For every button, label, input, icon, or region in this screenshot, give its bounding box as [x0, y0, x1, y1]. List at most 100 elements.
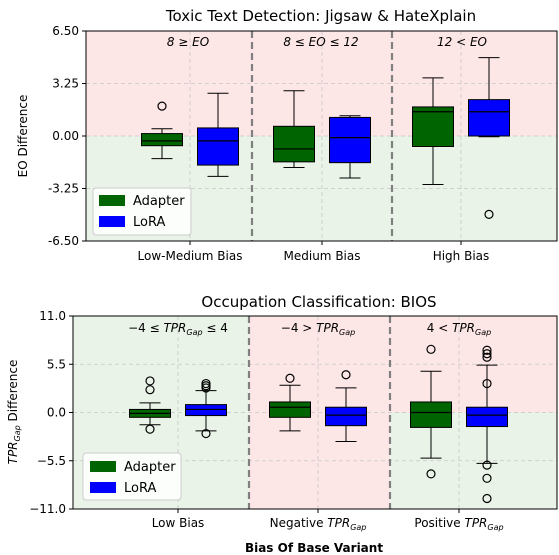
box-adapter	[273, 90, 315, 168]
x-tick-label: Low-Medium Bias	[138, 249, 243, 263]
box-adapter	[141, 101, 183, 160]
region2-tpr: TPR	[316, 321, 339, 335]
outlier-point	[482, 493, 492, 504]
box-iqr	[269, 401, 311, 418]
outlier-point	[484, 209, 494, 219]
outlier-point	[201, 428, 211, 439]
region2-gap: Gap	[339, 328, 355, 337]
y-tick-label: −5.5	[37, 454, 66, 468]
x-tick-positive-word: Positive	[414, 516, 464, 530]
x-tick-positive-tpr: TPR	[464, 516, 487, 530]
y-tick-label: 11.0	[39, 309, 66, 323]
box-lora	[468, 57, 510, 219]
box-iqr	[185, 404, 227, 417]
bottom-legend-swatch-lora	[90, 482, 116, 493]
bottom-box-plots	[129, 344, 508, 504]
y-label-tpr: TPR	[6, 441, 20, 464]
bottom-x-ticks: Low Bias Negative TPRGap Positive TPRGap	[152, 516, 504, 532]
box-lora	[197, 92, 239, 177]
region1-suffix: ≤ 4	[203, 321, 228, 335]
box-iqr	[468, 99, 510, 137]
y-label-difference: Difference	[6, 360, 20, 426]
outlier-point	[145, 424, 155, 434]
y-tick-label: −11.0	[29, 502, 66, 516]
outlier-point	[145, 385, 155, 395]
box-adapter	[410, 344, 452, 479]
bottom-region-label-negative: −4 > TPRGap	[281, 321, 355, 337]
y-tick-label: 5.5	[47, 357, 66, 371]
outlier-point	[482, 473, 492, 483]
top-chart: Toxic Text Detection: Jigsaw & HateXplai…	[16, 7, 558, 263]
top-box-plots	[141, 57, 510, 219]
region1-tpr: TPR	[163, 321, 186, 335]
bottom-y-axis-label: TPRGap Difference	[6, 360, 22, 465]
box-lora	[329, 115, 371, 179]
x-axis-label: Bias Of Base Variant	[245, 541, 383, 555]
box-adapter	[269, 373, 311, 432]
outlier-point	[482, 352, 492, 362]
box-iqr	[273, 125, 315, 163]
x-tick-low-bias: Low Bias	[152, 516, 205, 530]
box-iqr	[412, 106, 454, 148]
top-x-ticks: Low-Medium Bias Medium Bias High Bias	[138, 249, 490, 263]
outlier-point	[482, 345, 492, 355]
bottom-legend-label-adapter: Adapter	[124, 460, 176, 475]
outlier-point	[426, 344, 436, 354]
box-iqr	[410, 401, 452, 428]
x-tick-negative-tpr: TPR	[327, 516, 350, 530]
region1-gap: Gap	[186, 328, 202, 337]
box-lora	[466, 345, 508, 504]
region3-prefix: 4 <	[427, 321, 452, 335]
top-y-axis-label: EO Difference	[16, 95, 30, 178]
box-lora	[185, 378, 227, 439]
outlier-point	[201, 383, 211, 393]
bottom-region-label-low: −4 ≤ TPRGap ≤ 4	[128, 321, 228, 337]
region2-prefix: −4 >	[281, 321, 316, 335]
x-tick-positive-gap: Gap	[487, 523, 503, 532]
x-tick-negative: Negative TPRGap	[270, 516, 367, 532]
bottom-legend-label-lora: LoRA	[124, 481, 156, 496]
outlier-point	[157, 101, 167, 111]
outlier-point	[341, 370, 351, 380]
box-adapter	[412, 77, 454, 185]
x-tick-positive: Positive TPRGap	[414, 516, 503, 532]
box-lora	[325, 370, 367, 442]
outlier-point	[426, 469, 436, 479]
bottom-region-label-positive: 4 < TPRGap	[427, 321, 491, 337]
region3-gap: Gap	[475, 328, 491, 337]
x-tick-negative-word: Negative	[270, 516, 328, 530]
x-tick-negative-gap: Gap	[350, 523, 366, 532]
top-legend-swatch-lora	[99, 216, 125, 227]
top-legend-label-adapter: Adapter	[133, 194, 185, 209]
top-region-label-high: 12 < EO	[437, 35, 487, 49]
top-chart-title: Toxic Text Detection: Jigsaw & HateXplai…	[165, 7, 476, 25]
top-region-label-medium: 8 ≤ EO ≤ 12	[283, 35, 358, 49]
y-tick-label: 0.0	[47, 406, 66, 420]
outlier-point	[482, 349, 492, 359]
top-legend: Adapter LoRA	[92, 187, 192, 236]
y-label-gap: Gap	[13, 425, 22, 441]
bottom-chart: Occupation Classification: BIOS TPRGap D…	[6, 293, 558, 532]
outlier-point	[285, 373, 295, 383]
top-legend-swatch-adapter	[99, 195, 125, 206]
x-tick-label: High Bias	[433, 249, 490, 263]
region3-tpr: TPR	[452, 321, 475, 335]
bottom-legend-swatch-adapter	[90, 461, 116, 472]
box-iqr	[325, 406, 367, 427]
outlier-point	[482, 378, 492, 389]
y-tick-label: -6.50	[48, 234, 79, 248]
top-legend-label-lora: LoRA	[133, 215, 165, 230]
box-iqr	[197, 127, 239, 166]
box-adapter	[129, 376, 171, 434]
box-iqr	[329, 116, 371, 164]
y-tick-label: 0.00	[52, 129, 79, 143]
bottom-legend: Adapter LoRA	[82, 452, 182, 501]
y-tick-label: 6.50	[52, 24, 79, 38]
y-tick-label: -3.25	[48, 182, 79, 196]
region1-prefix: −4 ≤	[128, 321, 163, 335]
outlier-point	[482, 460, 492, 470]
top-region-label-low-medium: 8 ≥ EO	[167, 35, 209, 49]
box-iqr	[141, 133, 183, 147]
top-y-ticks: 6.50 3.25 0.00 -3.25 -6.50	[48, 24, 86, 248]
